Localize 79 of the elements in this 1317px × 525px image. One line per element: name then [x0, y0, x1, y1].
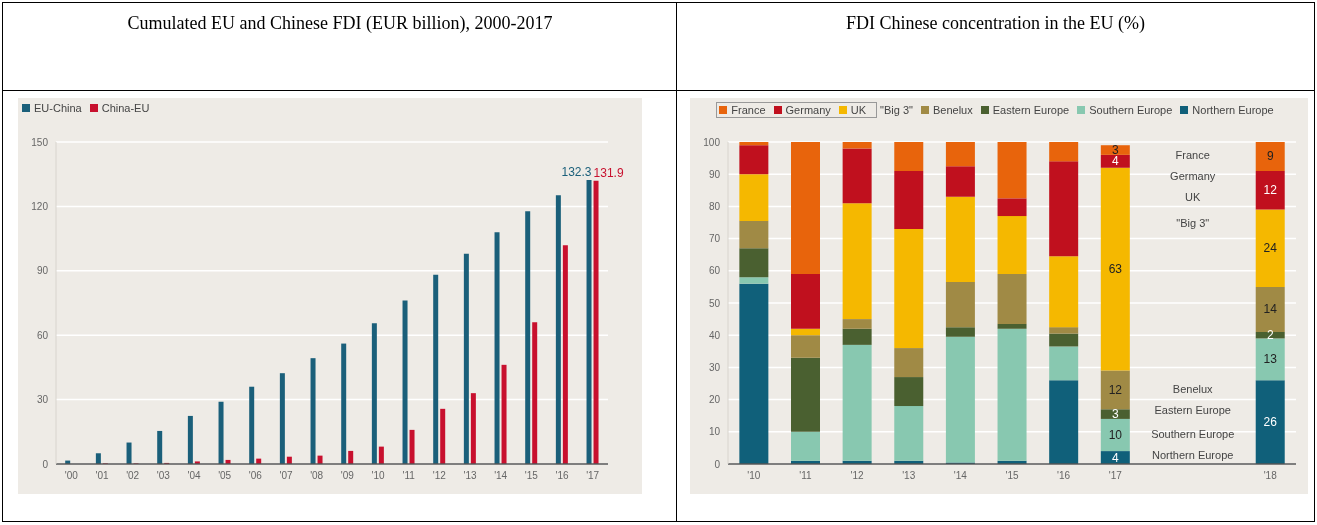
data-label: 63	[1108, 262, 1123, 277]
y-tick-label: 40	[708, 329, 721, 341]
legend-label: France	[730, 104, 766, 116]
annotation: Northern Europe	[1151, 448, 1235, 461]
annotation: Southern Europe	[1150, 428, 1236, 441]
annotation: Germany	[1169, 169, 1217, 185]
x-tick-label: '13	[463, 470, 477, 482]
legend-title: "Big 3"	[880, 104, 913, 116]
x-tick-label: '02	[126, 470, 140, 482]
x-tick-label: '17	[586, 470, 600, 482]
x-tick-label: '06	[248, 470, 263, 482]
data-label: 12	[1108, 382, 1123, 397]
data-label: 10	[1108, 428, 1123, 443]
data-label: 132.3	[561, 165, 592, 179]
legend-label: Eastern Europe	[991, 104, 1070, 116]
data-label: 26	[1263, 415, 1278, 430]
legend-label: UK	[849, 104, 867, 116]
y-tick-label: 70	[708, 233, 721, 245]
x-tick-label: '16	[1057, 470, 1071, 482]
annotation: Eastern Europe	[1153, 403, 1232, 416]
data-label: 4	[1111, 450, 1119, 465]
x-tick-label: '14	[953, 470, 968, 482]
y-tick-label: 90	[36, 265, 49, 277]
x-tick-label: '03	[156, 470, 171, 482]
legend-label: Northern Europe	[1191, 104, 1274, 116]
annotation: France	[1174, 148, 1211, 164]
legend-label: EU-China	[33, 102, 82, 114]
x-tick-label: '05	[218, 470, 232, 482]
y-tick-label: 100	[703, 136, 721, 148]
data-label: 9	[1266, 149, 1274, 164]
data-label: 14	[1263, 302, 1278, 317]
x-tick-label: '10	[747, 470, 761, 482]
annotation: UK	[1184, 190, 1202, 206]
y-tick-label: 0	[42, 458, 49, 470]
annotation: "Big 3"	[1175, 217, 1211, 230]
chart-title: FDI Chinese concentration in the EU (%)	[845, 12, 1146, 34]
chart-title: Cumulated EU and Chinese FDI (EUR billion), 2000-2017	[126, 12, 554, 34]
data-label: 13	[1263, 352, 1278, 367]
data-label: 24	[1263, 241, 1278, 256]
x-tick-label: '12	[432, 470, 447, 482]
x-tick-label: '09	[340, 470, 355, 482]
x-tick-label: '07	[279, 470, 293, 482]
x-tick-label: '04	[187, 470, 201, 482]
data-label: 3	[1111, 407, 1119, 422]
data-label: 4	[1111, 154, 1119, 169]
annotation: Benelux	[1171, 382, 1214, 395]
y-tick-label: 120	[31, 200, 49, 212]
y-tick-label: 20	[708, 394, 721, 406]
y-tick-label: 50	[708, 297, 721, 309]
data-label: 12	[1263, 183, 1278, 198]
y-tick-label: 30	[36, 394, 49, 406]
data-label: 2	[1266, 328, 1274, 343]
y-tick-label: 60	[708, 265, 721, 277]
x-tick-label: '08	[310, 470, 324, 482]
legend-label: Southern Europe	[1088, 104, 1173, 116]
y-tick-label: 150	[31, 136, 49, 148]
x-tick-label: '14	[494, 470, 508, 482]
x-tick-label: '01	[95, 470, 109, 482]
y-tick-label: 30	[708, 361, 721, 373]
data-label: 131.9	[593, 165, 624, 180]
x-tick-label: '11	[799, 470, 813, 482]
x-tick-label: '00	[64, 470, 79, 482]
x-tick-label: '15	[1005, 470, 1019, 482]
legend-label: Germany	[784, 104, 831, 116]
y-tick-label: 60	[36, 329, 49, 341]
x-tick-label: '10	[371, 470, 385, 482]
legend-label: Benelux	[932, 104, 973, 116]
x-tick-label: '12	[850, 470, 865, 482]
legend-label: China-EU	[100, 102, 150, 114]
y-tick-label: 90	[708, 168, 721, 180]
y-tick-label: 0	[714, 458, 721, 470]
x-tick-label: '17	[1108, 470, 1123, 482]
y-tick-label: 80	[708, 200, 721, 212]
x-tick-label: '15	[524, 470, 539, 482]
x-tick-label: '16	[555, 470, 569, 482]
x-tick-label: '18	[1263, 470, 1278, 482]
y-tick-label: 10	[708, 426, 721, 438]
x-tick-label: '13	[902, 470, 916, 482]
x-tick-label: '11	[402, 470, 416, 482]
